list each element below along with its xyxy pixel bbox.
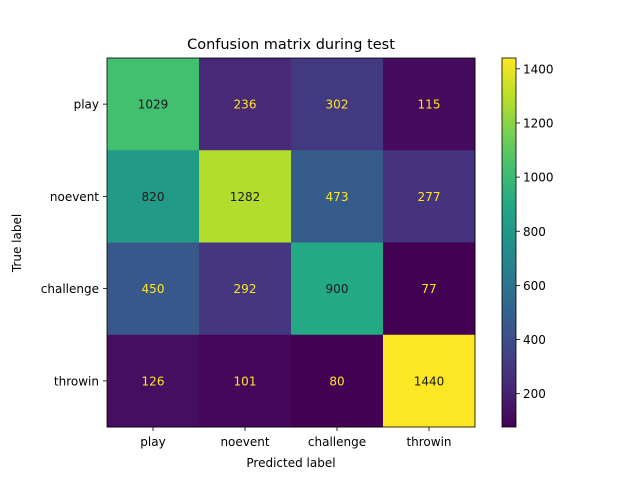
cell-value-label: 820 (142, 190, 165, 204)
cell-value-label: 115 (418, 98, 441, 112)
y-tick-label: throwin (54, 374, 99, 388)
y-axis-label: True label (10, 214, 24, 273)
heatmap-cell (107, 150, 200, 243)
x-tick-label: noevent (220, 435, 269, 449)
x-tick-label: throwin (406, 435, 451, 449)
heatmap-cell (107, 58, 200, 151)
heatmap-cell (291, 150, 384, 243)
colorbar-tick-label: 1000 (523, 171, 554, 185)
cell-value-label: 77 (421, 282, 436, 296)
colorbar-tick-label: 200 (523, 387, 546, 401)
heatmap-cell (383, 150, 476, 243)
colorbar-tick-label: 600 (523, 279, 546, 293)
cell-value-label: 900 (326, 282, 349, 296)
cell-value-label: 292 (234, 282, 257, 296)
heatmap-cell (199, 242, 292, 336)
heatmap-cells (106, 57, 476, 428)
heatmap-cell (199, 150, 292, 243)
y-tick-label: challenge (41, 282, 99, 296)
heatmap-cell (107, 334, 200, 428)
heatmap-cell (107, 242, 200, 336)
cell-value-label: 101 (234, 374, 257, 388)
y-tick-label: play (74, 98, 99, 112)
x-tick-label: challenge (308, 435, 366, 449)
cell-value-label: 1029 (138, 98, 169, 112)
x-axis-ticks: play noevent challenge throwin (140, 427, 452, 449)
x-axis-label: Predicted label (246, 456, 335, 470)
heatmap-cell (199, 58, 292, 151)
heatmap-cell (383, 58, 476, 151)
colorbar-tick-label: 400 (523, 333, 546, 347)
colorbar-tick-label: 800 (523, 225, 546, 239)
colorbar (501, 57, 517, 428)
cell-value-label: 236 (234, 98, 257, 112)
heatmap-cell (383, 242, 476, 336)
heatmap-value-labels: 1029 236 302 115 820 1282 473 277 450 292 900 77 126… (138, 98, 445, 389)
y-axis-ticks: play noevent challenge throwin (41, 98, 107, 388)
cell-value-label: 277 (418, 190, 441, 204)
y-tick-label: noevent (50, 190, 99, 204)
cell-value-label: 126 (142, 374, 165, 388)
heatmap-cell (199, 334, 292, 428)
cell-value-label: 473 (326, 190, 349, 204)
chart-title: Confusion matrix during test (187, 37, 395, 53)
colorbar-ticks: 200 400 600 800 1000 1200 1400 (516, 62, 554, 401)
heatmap-cell (291, 334, 384, 428)
cell-value-label: 80 (329, 374, 344, 388)
cell-value-label: 1282 (230, 190, 261, 204)
heatmap-cell (291, 58, 384, 151)
heatmap-cell (383, 334, 476, 428)
heatmap-cell (291, 242, 384, 336)
colorbar-tick-label: 1200 (523, 116, 554, 130)
cell-value-label: 1440 (414, 374, 445, 388)
cell-value-label: 450 (142, 282, 165, 296)
x-tick-label: play (140, 435, 165, 449)
cell-value-label: 302 (326, 98, 349, 112)
colorbar-tick-label: 1400 (523, 62, 554, 76)
plot-frame (106, 57, 476, 428)
